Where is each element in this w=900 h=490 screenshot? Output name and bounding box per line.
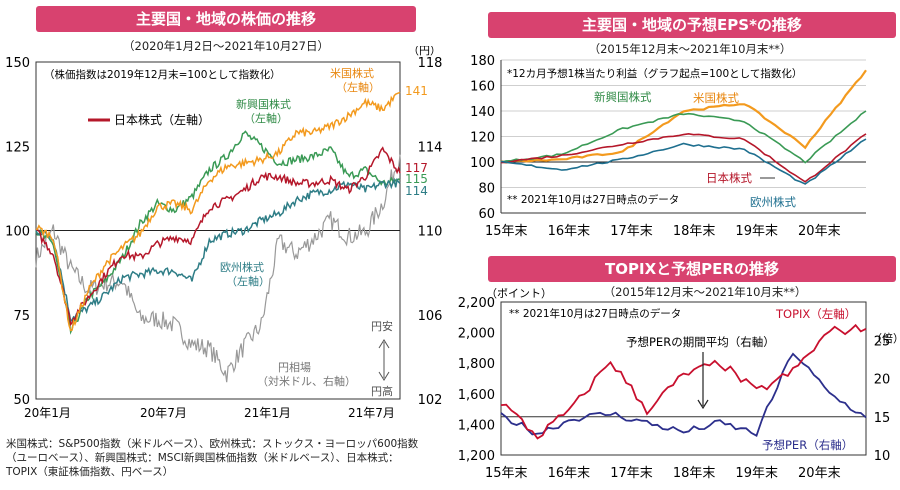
eps-label-jp: 日本株式 [706, 171, 752, 185]
per-label-avg: 予想PERの期間平均（右軸） [626, 335, 775, 349]
eps-series-0 [500, 69, 867, 164]
footnote-line-2: （ユーロベース）、新興国株式：MSCI新興国株価指数（米ドルベース）、日本株式： [6, 452, 399, 464]
left-unit-yen: （円） [408, 46, 441, 57]
left-y-tick: 125 [5, 140, 30, 155]
eps-y-tick: 100 [470, 156, 495, 171]
left-series-4 [35, 154, 401, 383]
footnote-line-1: 米国株式：S&P500指数（米ドルベース）、欧州株式：ストックス・ヨーロッパ60… [6, 438, 419, 450]
per-x-tick: 17年末 [610, 466, 653, 481]
label-us-1: 米国株式 [330, 66, 374, 80]
per-y-left-tick: 2,200 [458, 296, 495, 311]
yen-direction-arrow [378, 339, 390, 381]
eps-series-2 [500, 132, 867, 183]
per-y-left-tick: 1,600 [458, 388, 495, 403]
per-x-tick: 15年末 [485, 466, 528, 481]
right-y-tick: 118 [418, 56, 443, 71]
per-avg-arrow [697, 352, 709, 410]
label-eu-2: （左軸） [226, 274, 270, 288]
end-value-label: 114 [405, 184, 428, 198]
left-x-tick: 21年7月 [348, 406, 395, 420]
eps-y-tick: 160 [470, 80, 495, 95]
eps-x-tick: 20年末 [798, 224, 841, 239]
eps-x-tick: 16年末 [548, 224, 591, 239]
eps-label-eu: 欧州株式 [750, 195, 796, 209]
eps-chart: 180 160 140 120 100 80 60 15年末 16年末 17年末 18年末 19年末 2… [470, 54, 867, 239]
eps-label-em: 新興国株式 [594, 90, 652, 104]
eps-y-tick: 60 [478, 207, 495, 222]
per-y-left-tick: 1,800 [458, 357, 495, 372]
eps-x-tick: 15年末 [485, 224, 528, 239]
per-y-left-tick: 2,000 [458, 327, 495, 342]
eps-x-tick: 18年末 [673, 224, 716, 239]
per-chart: 2,200 2,000 1,800 1,600 1,400 1,200 25 20 15 10 （ポ… [458, 288, 900, 481]
left-y-tick: 75 [13, 309, 30, 324]
label-eu-1: 欧州株式 [220, 260, 264, 274]
per-title-banner: TOPIXと予想PERの推移 [488, 256, 896, 282]
left-x-tick: 21年1月 [244, 406, 291, 420]
eps-x-tick: 17年末 [610, 224, 653, 239]
per-y-right-tick: 25 [874, 334, 891, 349]
left-series-3 [35, 177, 401, 323]
per-unit-right: （倍） [871, 331, 900, 345]
left-chart: 150 125 100 75 50 118 114 110 106 102 （円） 20年1月 20年7… [5, 46, 443, 420]
footnote: 米国株式：S&P500指数（米ドルベース）、欧州株式：ストックス・ヨーロッパ60… [6, 437, 426, 479]
eps-title-banner: 主要国・地域の予想EPS*の推移 [488, 12, 896, 38]
label-em-1: 新興国株式 [236, 97, 291, 111]
eps-note2: ** 2021年10月は27日時点のデータ [507, 193, 679, 206]
legend-japan: 日本株式（左軸） [114, 112, 210, 127]
label-yen-2: （対米ドル、右軸） [257, 374, 356, 388]
eps-x-tick: 19年末 [735, 224, 778, 239]
per-y-right-tick: 15 [874, 411, 891, 426]
end-value-label: 141 [405, 84, 428, 98]
per-y-right-tick: 10 [874, 449, 891, 464]
eps-note: *12カ月予想1株当たり利益（グラフ起点=100として指数化） [507, 67, 802, 80]
left-y-tick: 50 [13, 393, 30, 408]
per-series-0 [500, 323, 867, 440]
label-yen-weak: 円安 [371, 319, 393, 333]
eps-y-tick: 120 [470, 131, 495, 146]
left-series-2 [35, 146, 401, 327]
per-label-per: 予想PER（右軸） [762, 438, 853, 452]
per-unit-left: （ポイント） [486, 288, 552, 300]
per-x-tick: 18年末 [673, 466, 716, 481]
left-series-0 [35, 91, 401, 332]
per-y-left-tick: 1,400 [458, 418, 495, 433]
label-em-2: （左軸） [244, 111, 288, 125]
per-series-1 [500, 352, 867, 437]
label-yen-1: 円相場 [278, 361, 311, 374]
per-y-left-tick: 1,200 [458, 449, 495, 464]
left-x-tick: 20年1月 [24, 406, 71, 420]
right-y-tick: 110 [418, 225, 443, 240]
per-plot-frame [500, 301, 867, 456]
left-y-tick: 150 [5, 56, 30, 71]
per-x-tick: 20年末 [798, 466, 841, 481]
left-note: （株価指数は2019年12月末=100として指数化） [44, 68, 281, 81]
per-subtitle: （2015年12月末〜2021年10月末**） [603, 285, 807, 299]
left-title-banner: 主要国・地域の株価の推移 [36, 6, 416, 32]
right-y-tick: 114 [418, 140, 443, 155]
end-value-label: 115 [405, 172, 428, 186]
left-subtitle: （2020年1月2日〜2021年10月27日） [123, 39, 329, 53]
eps-label-us: 米国株式 [693, 91, 739, 105]
per-note: ** 2021年10月は27日時点のデータ [509, 307, 681, 320]
per-x-tick: 16年末 [548, 466, 591, 481]
per-x-tick: 19年末 [735, 466, 778, 481]
eps-y-tick: 180 [470, 54, 495, 69]
right-y-tick: 102 [418, 393, 443, 408]
eps-y-tick: 140 [470, 105, 495, 120]
eps-y-tick: 80 [478, 182, 495, 197]
label-yen-strong: 円高 [371, 384, 393, 398]
left-y-tick: 100 [5, 225, 30, 240]
left-x-tick: 20年7月 [140, 406, 187, 420]
end-value-label: 117 [405, 161, 428, 175]
per-label-topix: TOPIX（左軸） [775, 307, 856, 321]
eps-series-3 [500, 138, 867, 185]
label-us-2: （左軸） [336, 80, 380, 94]
footnote-line-3: TOPIX（東証株価指数、円ベース） [6, 466, 174, 478]
eps-subtitle: （2015年12月末〜2021年10月末**） [588, 42, 792, 56]
per-y-right-tick: 20 [874, 373, 891, 388]
right-y-tick: 106 [418, 309, 443, 324]
